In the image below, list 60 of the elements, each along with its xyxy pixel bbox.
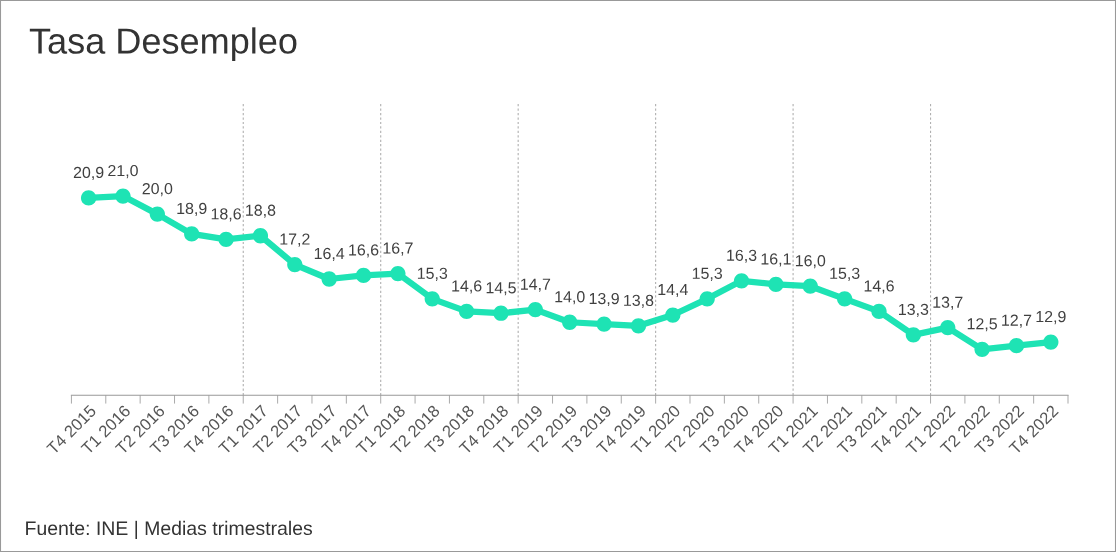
data-label: 16,1 (761, 253, 791, 267)
data-label: 15,3 (692, 267, 723, 281)
data-label: 12,9 (1036, 310, 1066, 325)
point (974, 341, 990, 357)
data-label: 14,5 (486, 282, 516, 296)
data-label: 18,8 (246, 204, 276, 218)
point (458, 303, 475, 320)
source-note: Fuente: INE | Medias trimestrales (26, 520, 313, 540)
point (837, 291, 853, 307)
data-label: 16,6 (349, 244, 379, 258)
data-label: 13,9 (589, 292, 619, 307)
point (252, 228, 269, 244)
data-label: 14,6 (452, 280, 482, 294)
data-label: 18,6 (211, 208, 241, 222)
point (390, 265, 406, 282)
point (1043, 334, 1059, 350)
point (905, 327, 922, 343)
data-label: 13,8 (624, 294, 654, 308)
point (562, 314, 578, 330)
data-label: 20,0 (142, 182, 173, 197)
point (871, 303, 887, 320)
point (802, 278, 818, 294)
data-label: 15,3 (830, 267, 860, 281)
point (149, 206, 165, 222)
point (115, 188, 131, 204)
data-label: 14,6 (864, 280, 894, 294)
point (355, 267, 372, 284)
data-label: 12,7 (1002, 314, 1032, 328)
data-label: 16,4 (314, 247, 345, 262)
point (665, 307, 681, 323)
data-label: 20,9 (73, 166, 104, 180)
data-label: 14,0 (555, 291, 585, 305)
data-label: 16,7 (383, 242, 413, 256)
point (80, 190, 97, 206)
point (218, 231, 234, 247)
point (424, 291, 440, 307)
data-label: 18,9 (177, 202, 207, 217)
data-label: 12,5 (967, 318, 997, 332)
point (768, 276, 784, 293)
point (733, 273, 750, 289)
data-label: 14,7 (521, 278, 551, 292)
data-label: 16,0 (795, 255, 826, 269)
data-label: 13,3 (899, 303, 929, 317)
point (184, 226, 200, 242)
point (596, 316, 612, 332)
point (699, 291, 715, 307)
data-label: 13,7 (933, 296, 963, 310)
point (527, 301, 543, 318)
point (630, 318, 647, 334)
point (321, 271, 337, 287)
point (287, 256, 303, 273)
point (1008, 338, 1025, 354)
data-label: 15,3 (417, 267, 448, 281)
point (940, 320, 956, 336)
point (493, 305, 509, 321)
data-label: 17,2 (280, 233, 310, 247)
data-label: 21,0 (108, 164, 138, 179)
chart-title: Tasa Desempleo (29, 27, 297, 61)
data-label: 16,3 (727, 249, 757, 263)
data-label: 14,4 (658, 284, 688, 298)
